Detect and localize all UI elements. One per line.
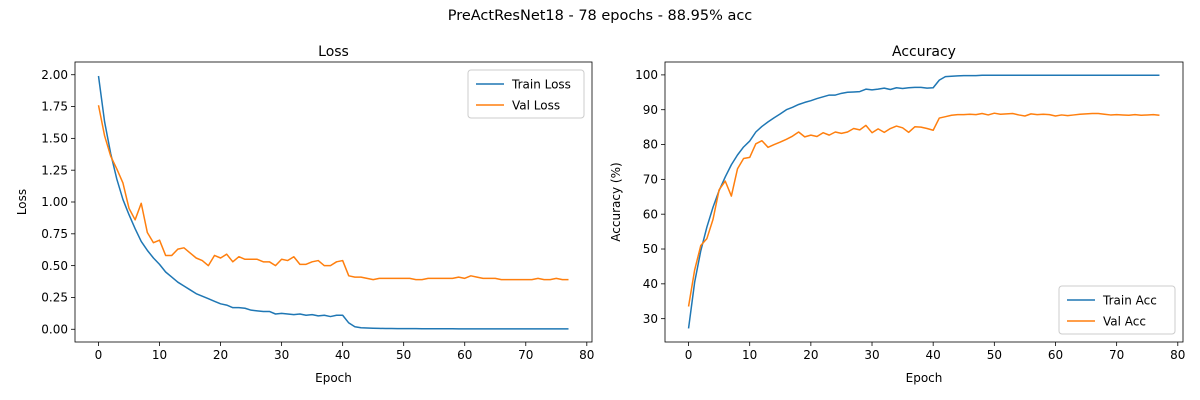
accuracy-xtick-label: 80 xyxy=(1170,348,1185,362)
loss-series-val-loss xyxy=(97,105,569,281)
accuracy-chart-title: Accuracy xyxy=(892,44,956,60)
accuracy-ytick-label: 40 xyxy=(643,277,658,291)
accuracy-x-axis-label: Epoch xyxy=(906,371,943,385)
accuracy-series-train-acc xyxy=(687,74,1160,329)
loss-ytick-label: 0.75 xyxy=(41,227,68,241)
loss-xtick-label: 80 xyxy=(579,348,594,362)
accuracy-xtick-label: 20 xyxy=(803,348,818,362)
loss-chart-title: Loss xyxy=(318,44,349,60)
loss-xtick-label: 70 xyxy=(518,348,533,362)
loss-ytick-label: 0.25 xyxy=(41,291,68,305)
loss-legend-box xyxy=(467,69,585,119)
accuracy-ytick-label: 70 xyxy=(643,173,658,187)
loss-chart: Loss 0 10 20 30 40 50 60 70 80 0.00 0.25 0.50 0.75 1.0… xyxy=(15,44,594,385)
loss-xtick-label: 40 xyxy=(335,348,350,362)
accuracy-legend-box xyxy=(1058,285,1176,335)
accuracy-ytick-label: 80 xyxy=(643,138,658,152)
loss-xtick-label: 30 xyxy=(274,348,289,362)
loss-x-axis-label: Epoch xyxy=(315,371,352,385)
loss-xtick-label: 60 xyxy=(457,348,472,362)
loss-ytick-label: 1.75 xyxy=(41,100,68,114)
loss-y-axis-label: Loss xyxy=(15,189,29,215)
loss-ytick-label: 1.50 xyxy=(41,132,68,146)
accuracy-xtick-label: 60 xyxy=(1048,348,1063,362)
accuracy-xtick-label: 70 xyxy=(1109,348,1124,362)
loss-ytick-label: 1.25 xyxy=(41,163,68,177)
loss-xtick-label: 10 xyxy=(152,348,167,362)
accuracy-xtick-label: 40 xyxy=(926,348,941,362)
accuracy-ytick-label: 100 xyxy=(635,68,658,82)
loss-legend-label: Val Loss xyxy=(512,98,560,112)
accuracy-xtick-label: 30 xyxy=(864,348,879,362)
accuracy-legend-label: Val Acc xyxy=(1103,314,1146,328)
accuracy-xtick-label: 10 xyxy=(742,348,757,362)
loss-ytick-label: 0.50 xyxy=(41,259,68,273)
accuracy-xtick-label: 0 xyxy=(685,348,693,362)
loss-xtick-label: 50 xyxy=(396,348,411,362)
accuracy-legend-label: Train Acc xyxy=(1102,293,1157,307)
accuracy-legend: Train Acc Val Acc xyxy=(1058,285,1176,335)
loss-legend: Train Loss Val Loss xyxy=(467,69,585,119)
loss-xtick-label: 0 xyxy=(95,348,103,362)
loss-xtick-label: 20 xyxy=(213,348,228,362)
loss-series-train-loss xyxy=(97,75,569,330)
loss-ytick-label: 0.00 xyxy=(41,322,68,336)
accuracy-ytick-label: 90 xyxy=(643,103,658,117)
accuracy-axes-frame xyxy=(664,61,1184,343)
accuracy-ytick-label: 50 xyxy=(643,242,658,256)
accuracy-ytick-label: 60 xyxy=(643,207,658,221)
loss-ytick-label: 2.00 xyxy=(41,68,68,82)
accuracy-y-axis-label: Accuracy (%) xyxy=(609,162,623,241)
loss-legend-label: Train Loss xyxy=(511,77,571,91)
loss-ytick-label: 1.00 xyxy=(41,195,68,209)
figure-suptitle: PreActResNet18 - 78 epochs - 88.95% acc xyxy=(448,8,753,24)
accuracy-xtick-label: 50 xyxy=(987,348,1002,362)
accuracy-series-val-acc xyxy=(687,112,1160,307)
accuracy-ytick-label: 30 xyxy=(643,312,658,326)
accuracy-chart: Accuracy 0 10 20 30 40 50 60 70 80 30 40 50 60 70 80 90 1… xyxy=(609,44,1185,385)
